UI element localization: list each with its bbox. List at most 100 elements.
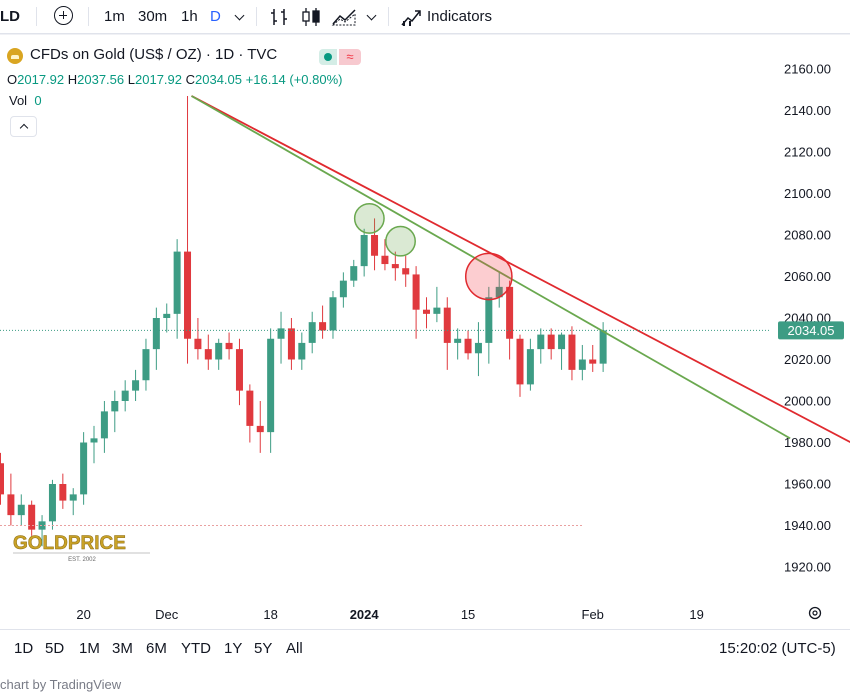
time-settings-icon[interactable] <box>808 606 822 620</box>
high-value: 2037.56 <box>77 72 125 87</box>
candle[interactable] <box>38 515 46 547</box>
range-3m[interactable]: 3M <box>112 640 133 657</box>
candle[interactable] <box>267 328 275 453</box>
candle[interactable] <box>329 291 337 339</box>
candle[interactable] <box>287 318 295 370</box>
candle[interactable] <box>516 334 524 397</box>
candle[interactable] <box>225 332 233 360</box>
x-tick-label: 15 <box>461 607 475 622</box>
y-tick-label: 2080.00 <box>784 228 831 243</box>
candle[interactable] <box>568 326 576 381</box>
watermark-sub: EST. 2002 <box>68 557 96 563</box>
symbol-label[interactable]: LD <box>0 8 20 25</box>
add-symbol-icon[interactable] <box>54 6 73 25</box>
candle[interactable] <box>246 384 254 443</box>
candle[interactable] <box>443 297 451 370</box>
bar-chart-style-icon[interactable] <box>269 6 291 28</box>
area-chart-icon[interactable] <box>331 6 357 28</box>
candle[interactable] <box>350 259 358 287</box>
candle[interactable] <box>256 401 264 453</box>
candle[interactable] <box>142 338 150 391</box>
red-trendline[interactable] <box>191 95 850 449</box>
candle[interactable] <box>90 425 98 464</box>
candle[interactable] <box>547 328 555 360</box>
wave-icon[interactable]: ≈ <box>339 49 361 65</box>
candle[interactable] <box>371 218 379 271</box>
candle[interactable] <box>194 318 202 360</box>
range-5y[interactable]: 5Y <box>254 640 273 657</box>
candle[interactable] <box>132 369 140 401</box>
green-trendline[interactable] <box>191 95 791 440</box>
candle[interactable] <box>506 280 514 360</box>
range-6m[interactable]: 6M <box>146 640 167 657</box>
range-5d[interactable]: 5D <box>45 640 65 657</box>
clock-timezone[interactable]: 15:20:02 (UTC-5) <box>719 640 836 657</box>
interval-1m[interactable]: 1m <box>104 8 125 25</box>
goldprice-watermark: GOLDPRICE EST. 2002 <box>13 533 150 563</box>
indicators-button[interactable]: Indicators <box>427 8 493 25</box>
candle[interactable] <box>298 332 306 370</box>
candle[interactable] <box>152 307 160 370</box>
candle[interactable] <box>319 305 327 339</box>
candle[interactable] <box>235 338 243 406</box>
candle[interactable] <box>0 452 4 505</box>
candle[interactable] <box>184 95 192 364</box>
candle[interactable] <box>80 432 88 505</box>
indicators-icon[interactable] <box>400 6 422 28</box>
candle[interactable] <box>412 266 420 339</box>
collapse-legend-button[interactable] <box>10 116 37 137</box>
last-price-tag: 2034.05 <box>778 321 844 340</box>
candle[interactable] <box>277 311 285 364</box>
range-1d[interactable]: 1D <box>14 640 34 657</box>
candle[interactable] <box>59 473 67 509</box>
interval-d-active[interactable]: D <box>210 8 221 25</box>
candle[interactable] <box>121 380 129 412</box>
candle[interactable] <box>589 344 597 372</box>
market-open-icon[interactable] <box>319 49 337 65</box>
candle[interactable] <box>7 473 15 526</box>
candle[interactable] <box>454 328 462 360</box>
candle[interactable] <box>17 494 25 526</box>
gold-symbol-icon <box>7 48 23 64</box>
candle[interactable] <box>537 328 545 364</box>
open-value: 2017.92 <box>17 72 65 87</box>
candle[interactable] <box>495 272 503 308</box>
interval-30m[interactable]: 30m <box>138 8 168 25</box>
candle[interactable] <box>578 344 586 381</box>
range-ytd[interactable]: YTD <box>181 640 211 657</box>
candle[interactable] <box>433 286 441 323</box>
candle[interactable] <box>402 255 410 287</box>
candles-icon[interactable] <box>300 6 322 28</box>
candle[interactable] <box>464 330 472 360</box>
interval-1h[interactable]: 1h <box>181 8 198 25</box>
candle[interactable] <box>69 488 77 516</box>
candle[interactable] <box>204 334 212 370</box>
candle[interactable] <box>100 401 108 453</box>
candle[interactable] <box>526 338 534 391</box>
candle[interactable] <box>173 239 181 339</box>
green-highlight-circle <box>385 225 416 257</box>
candle[interactable] <box>339 272 347 308</box>
candle[interactable] <box>474 322 482 377</box>
close-value: 2034.05 <box>195 72 243 87</box>
candle[interactable] <box>360 228 368 277</box>
toolbar-divider <box>88 7 89 26</box>
green-highlight-circle <box>353 202 385 234</box>
range-1m[interactable]: 1M <box>79 640 100 657</box>
x-tick-label: 20 <box>76 607 90 622</box>
range-all[interactable]: All <box>286 640 303 657</box>
candle[interactable] <box>28 500 36 536</box>
candle[interactable] <box>391 251 399 281</box>
price-chart[interactable]: 1920.00 1940.00 1960.00 1980.00 2000.00 2020.… <box>0 0 850 629</box>
y-tick-label: 2140.00 <box>784 103 831 118</box>
candle[interactable] <box>215 338 223 370</box>
range-1y[interactable]: 1Y <box>224 640 243 657</box>
candle[interactable] <box>381 239 389 271</box>
candle[interactable] <box>48 479 56 530</box>
candle[interactable] <box>422 297 430 329</box>
candle[interactable] <box>111 390 119 433</box>
candle[interactable] <box>163 303 171 333</box>
candle[interactable] <box>308 311 316 354</box>
candle[interactable] <box>558 332 566 370</box>
tradingview-credit[interactable]: chart by TradingView <box>0 677 122 692</box>
